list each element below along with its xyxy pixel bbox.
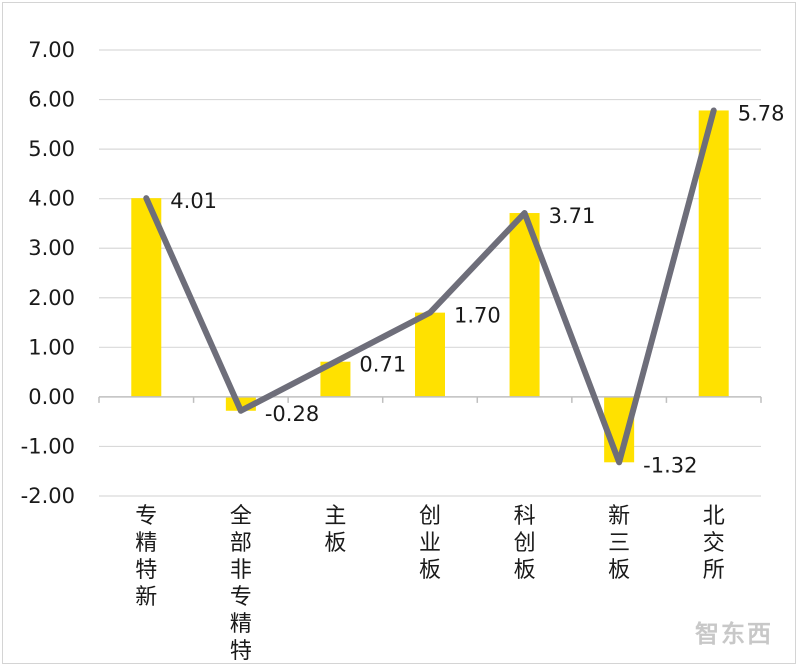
y-tick-label: -1.00 — [21, 434, 75, 458]
data-label: 1.70 — [454, 304, 501, 328]
y-tick-label: 7.00 — [28, 38, 75, 62]
combo-chart: 7.00 6.00 5.00 4.00 3.00 2.00 1.00 0.00 -1.00 -2.… — [21, 38, 785, 665]
y-tick-label: 3.00 — [28, 236, 75, 260]
line-series — [143, 107, 717, 466]
category-label: 科创板 — [514, 504, 536, 583]
y-tick-label: 5.00 — [28, 137, 75, 161]
category-label: 专精特新 — [135, 504, 157, 610]
x-axis — [98, 396, 762, 403]
bar — [415, 312, 445, 397]
data-labels: 4.01 -0.28 0.71 1.70 3.71 -1.32 5.78 — [170, 101, 784, 477]
bar — [131, 198, 162, 397]
y-tick-label: -2.00 — [21, 484, 75, 508]
y-tick-label: 1.00 — [28, 335, 75, 359]
y-axis-ticks: 7.00 6.00 5.00 4.00 3.00 2.00 1.00 0.00 -1.00 -2.… — [21, 38, 75, 508]
data-label: 3.71 — [549, 204, 596, 228]
category-label: 主板 — [324, 504, 346, 556]
category-label: 全部非专精特新 — [230, 504, 252, 665]
data-label: -1.32 — [643, 453, 697, 477]
data-label: 4.01 — [170, 189, 217, 213]
y-tick-label: 0.00 — [28, 385, 75, 409]
data-label: 5.78 — [738, 101, 785, 125]
data-label: 0.71 — [359, 353, 406, 377]
category-label: 创业板 — [419, 504, 441, 583]
gridlines — [99, 49, 761, 497]
y-tick-label: 4.00 — [28, 187, 75, 211]
category-labels: 专精特新 全部非专精特新 主板 创业板 科创板 新三板 北交所 — [135, 504, 725, 665]
y-tick-label: 2.00 — [28, 286, 75, 310]
category-label: 北交所 — [703, 504, 725, 583]
category-label: 新三板 — [608, 504, 630, 583]
y-tick-label: 6.00 — [28, 88, 75, 112]
series-line — [143, 107, 717, 466]
watermark-logo: 智东西 — [695, 620, 773, 648]
bars — [131, 110, 729, 463]
data-label: -0.28 — [265, 402, 319, 426]
